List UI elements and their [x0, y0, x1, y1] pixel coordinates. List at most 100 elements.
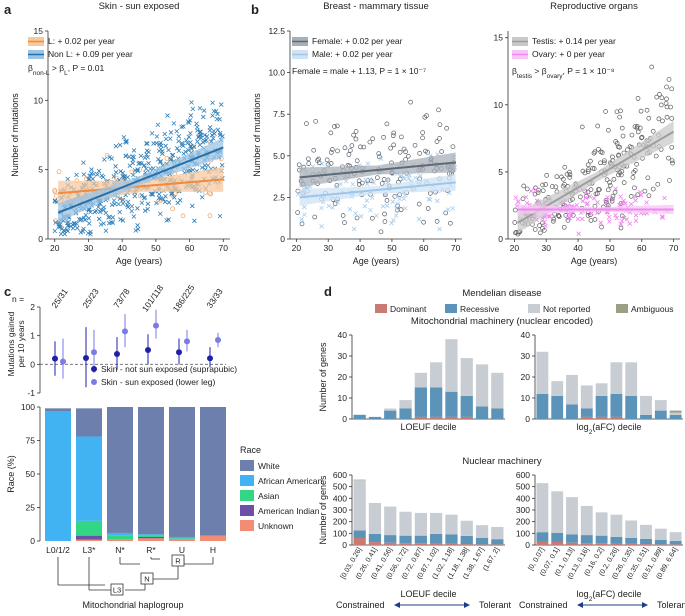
point-stroke — [87, 176, 92, 182]
stacked-bar-segment — [580, 535, 593, 544]
point-stroke — [188, 140, 193, 145]
data-point — [516, 199, 521, 205]
data-point — [313, 118, 319, 124]
data-point — [76, 216, 82, 222]
point-stroke — [113, 170, 119, 175]
data-point — [612, 189, 618, 195]
stacked-bar-segment — [640, 538, 652, 545]
point-stroke — [139, 200, 145, 206]
stacked-bar-segment — [107, 407, 133, 533]
data-point — [125, 202, 130, 208]
stacked-bar-segment — [580, 505, 593, 536]
point-stroke — [158, 140, 163, 146]
data-point — [195, 139, 200, 144]
point-stroke — [122, 173, 127, 179]
stacked-bar-segment — [430, 512, 443, 534]
data-point — [379, 181, 385, 186]
stacked-bar-segment — [625, 538, 638, 544]
point-stroke — [220, 134, 225, 139]
data-point — [349, 143, 355, 148]
point-stroke — [595, 200, 600, 205]
n-label: 25/31 — [49, 286, 70, 309]
y-tick-label: 200 — [516, 517, 530, 527]
panel-letter-d: d — [324, 284, 332, 299]
data-point — [669, 158, 675, 164]
data-point — [646, 193, 652, 199]
data-point — [142, 162, 147, 168]
data-point — [604, 177, 610, 183]
data-point — [598, 220, 604, 225]
point-stroke — [117, 196, 123, 201]
data-point — [598, 160, 603, 166]
legend-label: Ambiguous — [631, 304, 674, 314]
data-point — [598, 149, 604, 155]
data-point — [633, 213, 639, 218]
stacked-bar-segment — [384, 542, 397, 545]
data-point — [624, 217, 630, 222]
point-stroke — [145, 206, 150, 212]
data-point — [120, 218, 126, 223]
data-point — [70, 222, 76, 227]
y-tick-label: 0 — [498, 234, 503, 244]
annotation-part: > β — [532, 66, 547, 76]
data-point — [312, 214, 318, 220]
stacked-bar-segment — [430, 362, 443, 388]
point-stroke — [160, 151, 165, 156]
data-point — [585, 169, 591, 174]
point-stroke — [533, 187, 538, 193]
point-stroke — [212, 131, 217, 137]
data-point — [188, 113, 194, 118]
data-point — [332, 124, 337, 129]
data-point — [562, 164, 568, 170]
point-stroke — [624, 217, 630, 222]
data-point — [596, 146, 601, 152]
point-stroke — [196, 135, 201, 140]
data-point — [391, 217, 396, 223]
data-point — [304, 121, 309, 126]
point-stroke — [125, 204, 131, 210]
data-point — [412, 142, 418, 148]
stacked-bar-segment — [610, 536, 623, 544]
legend-swatch — [375, 304, 387, 313]
fit-line — [299, 161, 456, 179]
stacked-bar-segment — [580, 385, 593, 409]
data-point — [153, 322, 159, 329]
data-point — [81, 215, 87, 221]
legend-label: Asian — [258, 491, 280, 501]
data-point — [402, 192, 408, 198]
stacked-bar-segment — [491, 526, 504, 540]
data-point — [353, 136, 359, 142]
stacked-bar-segment — [138, 536, 164, 539]
point-stroke — [125, 202, 130, 208]
data-point — [367, 139, 373, 145]
data-point — [347, 148, 353, 153]
stacked-bar-segment — [536, 351, 549, 394]
data-point — [605, 195, 610, 200]
data-point — [417, 151, 423, 156]
point-stroke — [402, 176, 407, 182]
data-point — [132, 193, 138, 199]
data-point — [74, 172, 79, 178]
n-label: 25/23 — [80, 286, 101, 309]
data-point — [639, 135, 644, 141]
data-point — [217, 132, 223, 138]
data-point — [559, 174, 564, 180]
annotation-part: β — [28, 63, 33, 73]
data-point — [174, 128, 180, 134]
footer-constrained: Constrained — [336, 600, 385, 610]
stacked-bar-segment — [654, 400, 667, 411]
stacked-bar-segment — [595, 416, 608, 419]
y-tick-label: 0 — [38, 234, 43, 244]
point-stroke — [579, 216, 585, 222]
data-point — [139, 192, 145, 198]
point-stroke — [118, 217, 123, 222]
point-stroke — [574, 202, 580, 208]
data-point — [176, 138, 181, 144]
data-point — [426, 196, 432, 202]
stacked-bar-segment — [107, 532, 133, 536]
footer-tolerant: Tolerant — [657, 600, 685, 610]
data-point — [181, 143, 186, 149]
point-stroke — [629, 201, 634, 207]
point-stroke — [132, 168, 138, 173]
point-stroke — [209, 139, 214, 144]
